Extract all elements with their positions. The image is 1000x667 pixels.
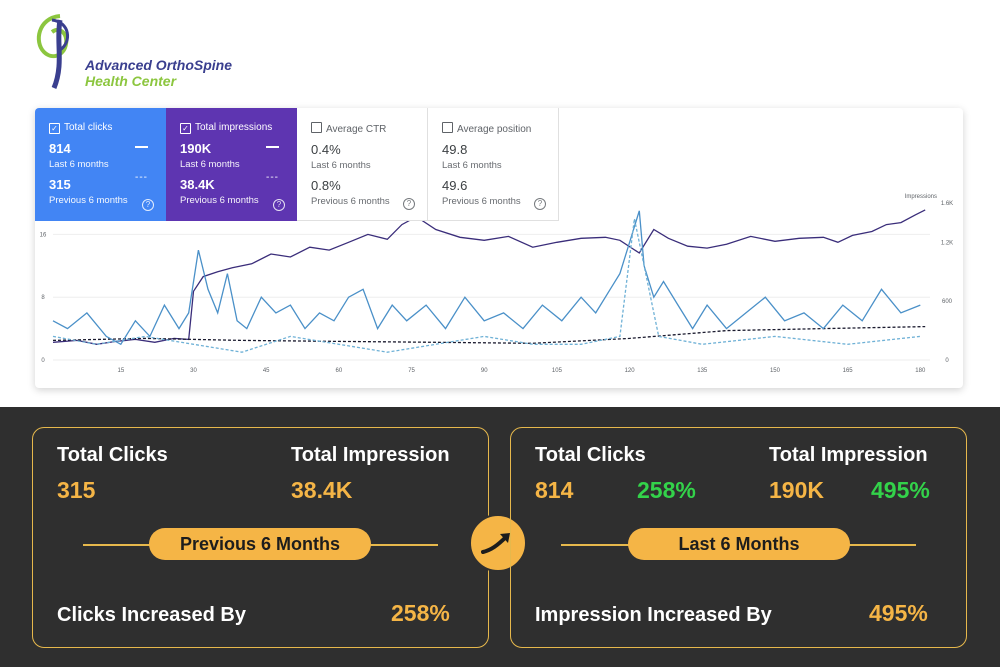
footer-value: 258%	[391, 600, 450, 626]
x-tick-label: 45	[263, 368, 270, 374]
x-tick-label: 165	[843, 368, 854, 374]
footer-value: 495%	[869, 600, 928, 626]
right-axis-title: Impressions	[905, 194, 937, 200]
x-tick-label: 135	[697, 368, 708, 374]
metric-previous-value: 38.4K	[180, 177, 215, 192]
comparison-section: Total Clicks 315 Total Impression 38.4K …	[0, 407, 1000, 667]
total-impression-value: 190K	[769, 477, 824, 503]
clicks-change-value: 258%	[637, 477, 696, 503]
brand-subtitle: Health Center	[85, 73, 177, 89]
right-tick-label: 1.6K	[941, 201, 953, 207]
x-tick-label: 120	[625, 368, 636, 374]
help-icon[interactable]: ?	[534, 198, 546, 210]
metric-label: ✓ Total impressions	[180, 122, 297, 134]
metric-cards: ✓ Total clicks 814 Last 6 months 315 --- …	[35, 108, 559, 221]
metric-previous-period: Previous 6 months	[442, 196, 521, 207]
metric-current-period: Last 6 months	[180, 159, 240, 170]
metric-current-value: 814	[49, 141, 71, 156]
x-tick-label: 150	[770, 368, 781, 374]
impression-change-value: 495%	[871, 477, 930, 503]
total-impression-label: Total Impression	[769, 444, 928, 466]
metric-card-position[interactable]: Average position 49.8 Last 6 months 49.6…	[428, 108, 559, 221]
metric-previous-value: 315	[49, 177, 71, 192]
metric-previous-period: Previous 6 months	[311, 196, 390, 207]
total-clicks-label: Total Clicks	[535, 444, 646, 466]
x-tick-label: 60	[336, 368, 343, 374]
left-tick-label: 0	[41, 358, 45, 364]
checkbox-checked-icon[interactable]: ✓	[180, 123, 191, 134]
metric-current-period: Last 6 months	[442, 160, 502, 171]
series-line-1	[52, 325, 926, 344]
metric-current-period: Last 6 months	[311, 160, 371, 171]
series-line-0	[52, 209, 926, 345]
period-pill: Previous 6 Months	[149, 528, 371, 560]
dashed-line-legend-icon: ---	[266, 172, 279, 183]
metric-label: Average CTR	[311, 122, 427, 135]
checkbox-unchecked-icon[interactable]	[311, 122, 322, 133]
x-tick-label: 15	[117, 368, 124, 374]
series-line-3	[52, 218, 921, 353]
help-icon[interactable]: ?	[142, 199, 154, 211]
performance-panel: 15 30 45 60 75 90 105 120 135 150 165 180 16 8 0 1.6K…	[35, 108, 963, 388]
dashed-line-legend-icon: ---	[135, 172, 148, 183]
x-tick-label: 90	[481, 368, 488, 374]
metric-label: Average position	[442, 122, 558, 135]
total-clicks-value: 814	[535, 477, 574, 503]
right-tick-label: 600	[942, 299, 953, 305]
brand-logo: Advanced OrthoSpine Health Center	[30, 12, 260, 92]
checkbox-unchecked-icon[interactable]	[442, 122, 453, 133]
footer-label: Impression Increased By	[535, 604, 772, 626]
performance-chart: 15 30 45 60 75 90 105 120 135 150 165 180 16 8 0 1.6K…	[40, 194, 954, 374]
metric-current-value: 190K	[180, 141, 212, 156]
right-tick-label: 0	[945, 358, 949, 364]
metric-card-clicks[interactable]: ✓ Total clicks 814 Last 6 months 315 --- …	[35, 108, 166, 221]
right-tick-label: 1.2K	[941, 240, 953, 246]
spine-logo-icon	[36, 14, 69, 89]
help-icon[interactable]: ?	[273, 199, 285, 211]
metric-previous-period: Previous 6 months	[180, 195, 259, 206]
previous-period-box: Total Clicks 315 Total Impression 38.4K …	[32, 427, 489, 648]
metric-previous-value: 49.6	[442, 178, 468, 193]
metric-label: ✓ Total clicks	[49, 122, 166, 134]
checkbox-checked-icon[interactable]: ✓	[49, 123, 60, 134]
x-tick-label: 180	[915, 368, 926, 374]
metric-card-ctr[interactable]: Average CTR 0.4% Last 6 months 0.8% Prev…	[297, 108, 428, 221]
help-icon[interactable]: ?	[403, 198, 415, 210]
current-period-box: Total Clicks 814 258% Total Impression 1…	[510, 427, 967, 648]
trend-arrow-badge	[469, 514, 527, 572]
total-impression-value: 38.4K	[291, 477, 353, 503]
x-tick-label: 105	[552, 368, 563, 374]
metric-previous-period: Previous 6 months	[49, 195, 128, 206]
period-pill: Last 6 Months	[628, 528, 850, 560]
total-impression-label: Total Impression	[291, 444, 450, 466]
footer-label: Clicks Increased By	[57, 604, 246, 626]
series-line-2	[52, 210, 921, 346]
x-tick-label: 30	[190, 368, 197, 374]
solid-line-legend-icon	[266, 146, 279, 148]
metric-previous-value: 0.8%	[311, 178, 341, 193]
metric-current-period: Last 6 months	[49, 159, 109, 170]
left-tick-label: 8	[41, 295, 45, 301]
trend-arrow-icon	[481, 533, 510, 554]
metric-current-value: 0.4%	[311, 142, 341, 157]
solid-line-legend-icon	[135, 146, 148, 148]
metric-card-impressions[interactable]: ✓ Total impressions 190K Last 6 months 38…	[166, 108, 297, 221]
total-clicks-label: Total Clicks	[57, 444, 168, 466]
brand-name: Advanced OrthoSpine	[85, 57, 233, 73]
x-tick-label: 75	[408, 368, 415, 374]
left-tick-label: 16	[40, 232, 47, 238]
total-clicks-value: 315	[57, 477, 96, 503]
metric-current-value: 49.8	[442, 142, 468, 157]
